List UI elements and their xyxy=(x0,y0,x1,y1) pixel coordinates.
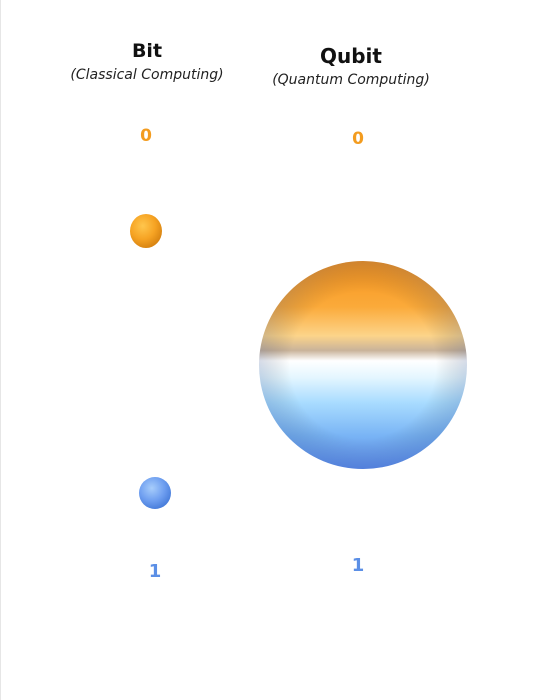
bit-zero-ball xyxy=(130,214,162,248)
bit-zero-label: 0 xyxy=(140,126,152,146)
qubit-one-label: 1 xyxy=(351,555,365,576)
qubit-zero-label: 0 xyxy=(352,129,364,149)
qubit-superposition-sphere xyxy=(259,261,467,469)
bit-subtitle: (Classical Computing) xyxy=(70,67,224,83)
bit-title: Bit xyxy=(131,40,163,62)
qubit-subtitle: (Quantum Computing) xyxy=(272,72,430,88)
bit-one-label: 1 xyxy=(148,561,162,582)
bit-one-ball xyxy=(139,477,171,509)
qubit-title: Qubit xyxy=(320,44,382,68)
